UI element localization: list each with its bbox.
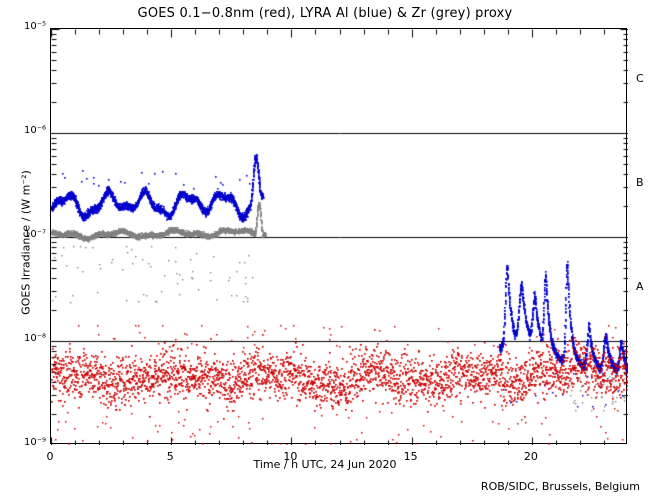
x-tick-label: 20 bbox=[523, 450, 538, 463]
x-tick-label: 15 bbox=[403, 450, 418, 463]
y-tick-label: 10⁻⁵ bbox=[23, 21, 46, 32]
y-tick-label: 10⁻⁶ bbox=[23, 125, 46, 136]
x-axis-label: Time / h UTC, 24 Jun 2020 bbox=[253, 458, 397, 471]
credit-text: ROB/SIDC, Brussels, Belgium bbox=[480, 480, 640, 493]
chart-title: GOES 0.1−0.8nm (red), LYRA Al (blue) & Z… bbox=[137, 6, 513, 21]
x-tick-label: 5 bbox=[166, 450, 174, 463]
plot-canvas bbox=[51, 29, 628, 445]
x-tick-label: 0 bbox=[46, 450, 54, 463]
y-tick-label: 10⁻⁷ bbox=[23, 229, 46, 240]
flare-class-label-c: C bbox=[636, 72, 644, 86]
y-tick-label: 10⁻⁹ bbox=[23, 437, 46, 448]
y-axis-label: GOES Irradiance / (W m⁻²) bbox=[19, 170, 33, 315]
plot-area bbox=[50, 28, 628, 445]
flare-class-label-a: A bbox=[636, 280, 644, 294]
y-tick-label: 10⁻⁸ bbox=[23, 333, 46, 344]
x-tick-label: 10 bbox=[283, 450, 298, 463]
flare-class-label-b: B bbox=[636, 176, 644, 190]
